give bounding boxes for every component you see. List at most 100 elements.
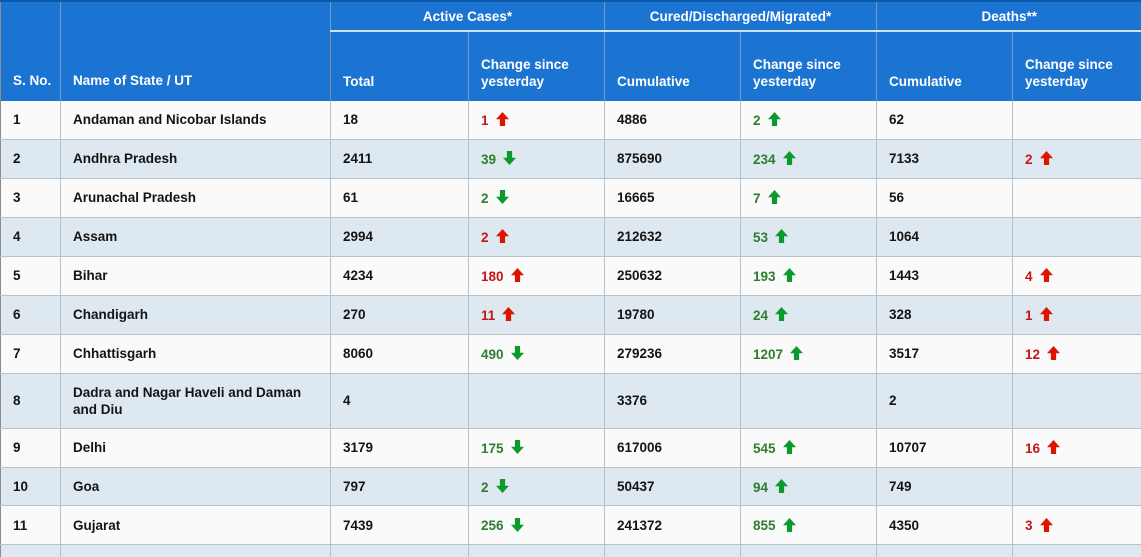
- cell-deaths-cumulative: 10707: [876, 428, 1014, 468]
- header-cured-cumulative: Cumulative: [604, 31, 741, 101]
- change-value: 94: [753, 479, 769, 495]
- cell-active-total: 2994: [330, 217, 469, 257]
- table-row: 3 Arunachal Pradesh 61 2 16665 7 56: [0, 178, 1141, 218]
- cell-state-name: Chandigarh: [60, 295, 331, 335]
- cell-cured-cumulative: 16665: [604, 178, 741, 218]
- cell-state-name: Andaman and Nicobar Islands: [60, 101, 331, 140]
- cell-state-name: Arunachal Pradesh: [60, 178, 331, 218]
- cell-cured-change: 1207: [739, 334, 878, 374]
- up-arrow-icon: [767, 190, 781, 205]
- cell-cured-cumulative: 875690: [604, 139, 741, 179]
- change-value: 16: [1025, 440, 1041, 456]
- header-group-cured: Cured/Discharged/Migrated*: [603, 2, 877, 32]
- cell-active-change: 106: [468, 544, 605, 557]
- cell-cured-cumulative: 617006: [604, 428, 741, 468]
- change-value: 3: [1025, 518, 1033, 534]
- cell-state-name: Bihar: [60, 256, 331, 296]
- table-row: 8 Dadra and Nagar Haveli and Daman and Di…: [0, 373, 1141, 429]
- cell-active-total: 3179: [330, 428, 469, 468]
- change-value: 1: [481, 112, 489, 128]
- up-arrow-icon: [767, 112, 781, 127]
- table-row: 11 Gujarat 7439 256 241372 855 4350 3: [0, 505, 1141, 546]
- cell-deaths-cumulative: 4350: [876, 505, 1014, 546]
- cell-active-total: 18: [330, 101, 469, 140]
- up-arrow-icon: [782, 440, 796, 454]
- cell-active-change: 1: [468, 101, 605, 140]
- cell-active-change: 11: [468, 295, 605, 335]
- down-arrow-icon: [503, 151, 517, 166]
- table-row: 12Haryana244110625998629029648: [0, 544, 1141, 557]
- table-row: 2 Andhra Pradesh 2411 39 875690 234 7133 2: [0, 139, 1141, 179]
- cell-active-total: 2441: [330, 544, 469, 557]
- cell-serial-number: 5: [0, 256, 61, 296]
- cell-cured-change: 2: [739, 101, 878, 140]
- cell-deaths-change: 4: [1012, 256, 1141, 296]
- cell-state-name: Chhattisgarh: [60, 334, 331, 374]
- cell-serial-number: 1: [0, 101, 61, 140]
- cell-deaths-change: 8: [1012, 544, 1141, 557]
- change-value: 4: [1025, 268, 1033, 284]
- cell-active-change: 2: [468, 217, 605, 257]
- cell-serial-number: 2: [0, 139, 61, 179]
- cell-active-change: 490: [468, 334, 605, 374]
- table-row: 6 Chandigarh 270 11 19780 24 328 1: [0, 295, 1141, 335]
- cell-state-name: Dadra and Nagar Haveli and Daman and Diu: [60, 373, 331, 429]
- cell-serial-number: 8: [0, 373, 61, 429]
- cell-deaths-change: [1012, 217, 1141, 257]
- cell-deaths-cumulative: 2: [876, 373, 1014, 429]
- cell-deaths-change: 2: [1012, 139, 1141, 179]
- cell-cured-change: 234: [739, 139, 878, 179]
- up-arrow-icon: [502, 307, 516, 322]
- up-arrow-icon: [782, 268, 796, 283]
- cell-cured-cumulative: 279236: [604, 334, 741, 374]
- cell-active-total: 270: [330, 295, 469, 335]
- cell-state-name: Gujarat: [60, 505, 331, 546]
- cell-serial-number: 6: [0, 295, 61, 335]
- cell-cured-change: 94: [739, 467, 878, 507]
- cell-cured-change: 53: [739, 217, 878, 257]
- table-row: 1 Andaman and Nicobar Islands 18 1 4886 2 62: [0, 101, 1141, 140]
- cell-active-change: 39: [468, 139, 605, 179]
- cell-active-change: 2: [468, 178, 605, 218]
- down-arrow-icon: [510, 346, 524, 361]
- change-value: 234: [753, 151, 776, 167]
- change-value: 2: [481, 479, 489, 495]
- down-arrow-icon: [495, 190, 509, 205]
- cell-active-change: 175: [468, 428, 605, 468]
- up-arrow-icon: [782, 151, 796, 166]
- cell-active-change: [468, 373, 605, 429]
- cell-cured-cumulative: 19780: [604, 295, 741, 335]
- change-value: 256: [481, 518, 504, 534]
- header-group-active-cases: Active Cases*: [330, 2, 605, 32]
- cell-cured-cumulative: 241372: [604, 505, 741, 546]
- change-value: 53: [753, 229, 769, 245]
- header-state-name: Name of State / UT: [60, 2, 331, 101]
- cell-serial-number: 9: [0, 428, 61, 468]
- header-active-change: Change since yesterday: [468, 31, 605, 101]
- up-arrow-icon: [775, 229, 789, 244]
- cell-cured-change: [739, 373, 878, 429]
- change-value: 24: [753, 307, 769, 323]
- cell-state-name: Haryana: [60, 544, 331, 557]
- cell-deaths-change: 16: [1012, 428, 1141, 468]
- cell-active-total: 797: [330, 467, 469, 507]
- change-value: 490: [481, 346, 504, 362]
- cell-deaths-change: 1: [1012, 295, 1141, 335]
- cell-cured-change: 290: [739, 544, 878, 557]
- cell-serial-number: 12: [0, 544, 61, 557]
- header-cured-change: Change since yesterday: [739, 31, 877, 101]
- up-arrow-icon: [1039, 268, 1053, 283]
- cell-cured-change: 24: [739, 295, 878, 335]
- change-value: 193: [753, 268, 776, 284]
- change-value: 11: [481, 307, 496, 323]
- cell-active-total: 4234: [330, 256, 469, 296]
- cell-serial-number: 11: [0, 505, 61, 546]
- table-row: 4 Assam 2994 2 212632 53 1064: [0, 217, 1141, 257]
- cell-active-total: 7439: [330, 505, 469, 546]
- table-row: 5 Bihar 4234 180 250632 193 1443 4: [0, 256, 1141, 296]
- cell-deaths-cumulative: 62: [876, 101, 1014, 140]
- cell-cured-change: 193: [739, 256, 878, 296]
- up-arrow-icon: [790, 346, 804, 361]
- up-arrow-icon: [1039, 517, 1053, 532]
